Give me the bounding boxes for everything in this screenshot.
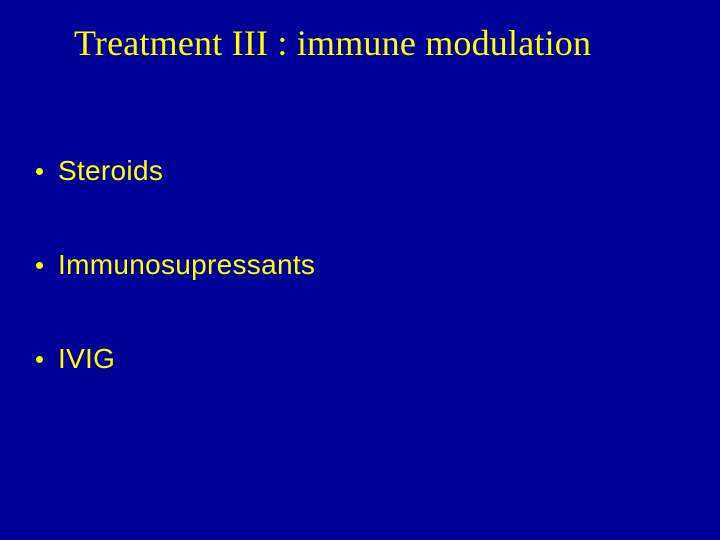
bullet-text: Immunosupressants [58,249,315,281]
bullet-text: IVIG [58,343,115,375]
bullet-list: Steroids Immunosupressants IVIG [36,155,315,437]
bullet-text: Steroids [58,155,163,187]
bullet-icon [36,262,43,269]
slide-container: Treatment III : immune modulation Steroi… [0,0,720,540]
slide-title: Treatment III : immune modulation [74,22,591,64]
list-item: Steroids [36,155,315,187]
list-item: Immunosupressants [36,249,315,281]
list-item: IVIG [36,343,315,375]
bullet-icon [36,168,43,175]
bullet-icon [36,356,43,363]
